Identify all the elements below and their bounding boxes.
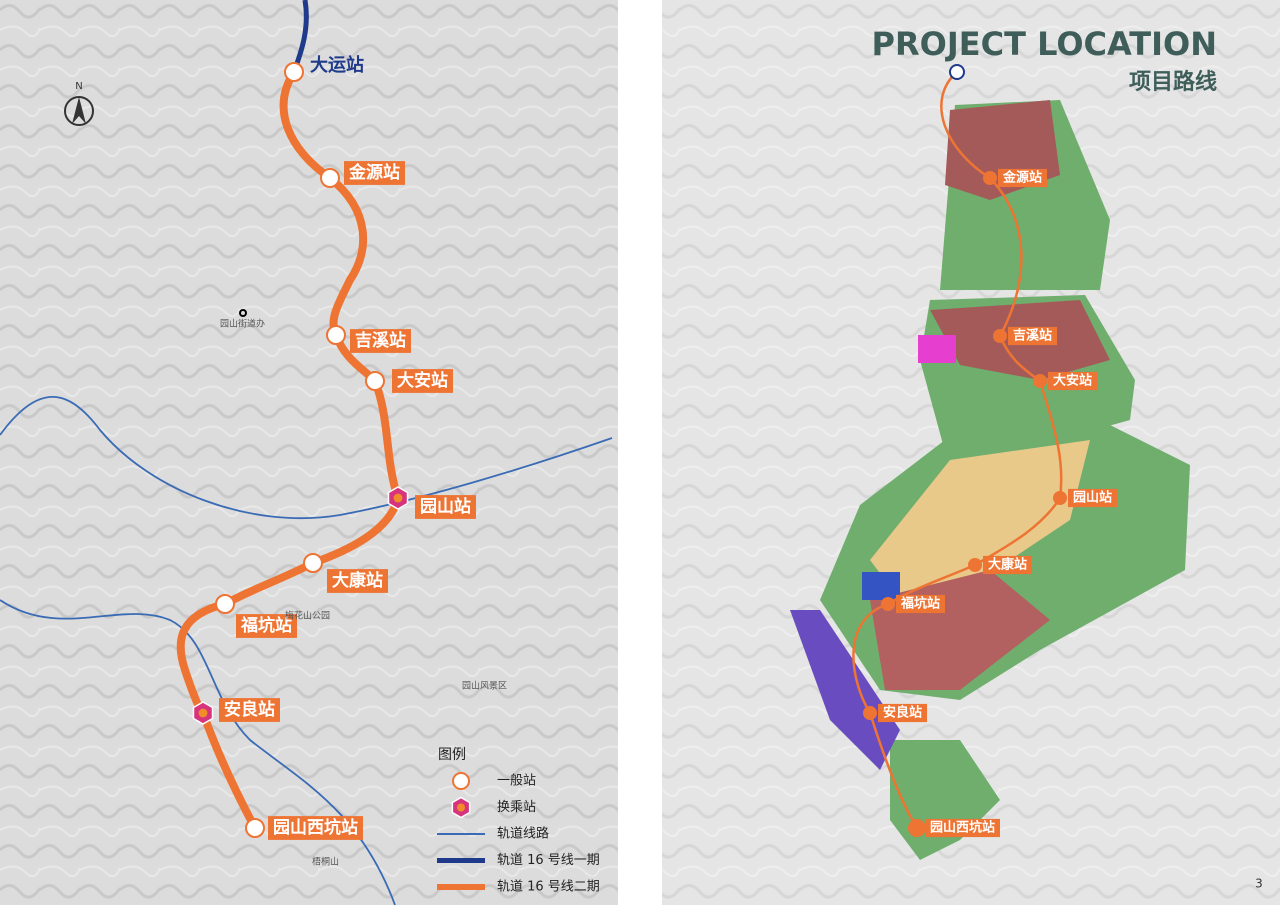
station-label: 大运站 [310, 54, 364, 76]
legend-title: 图例 [438, 747, 466, 763]
station-label: 金源站 [1002, 170, 1042, 186]
legend-label: 轨道线路 [497, 826, 549, 842]
station-label-box [925, 818, 1001, 838]
transfer-core [198, 708, 208, 718]
legend-symbol [452, 772, 470, 790]
place-label: 梅花山公园 [285, 610, 330, 622]
station-label-box [1048, 371, 1098, 391]
station-label: 园山西坑站 [930, 820, 995, 836]
station-label: 大安站 [1053, 373, 1092, 389]
svg-text:N: N [75, 81, 82, 92]
station [326, 325, 346, 345]
left-map-bg [0, 0, 618, 905]
station-label: 吉溪站 [355, 330, 406, 351]
station-label-box [878, 703, 928, 723]
station-label-box [268, 816, 363, 840]
north-arrow: N [64, 81, 94, 126]
station [365, 371, 385, 391]
station-label-box [392, 369, 453, 393]
land-use [862, 572, 900, 600]
place-label: 园山街道办 [220, 318, 265, 330]
transfer-core [393, 493, 403, 503]
station-label-box [415, 495, 476, 519]
station-label: 大康站 [332, 570, 383, 591]
station-label: 大安站 [397, 370, 448, 391]
rail-line [0, 396, 613, 519]
station-label-box [1008, 326, 1058, 346]
station-label: 福坑站 [240, 615, 292, 636]
station-label: 园山西坑站 [273, 817, 358, 838]
station-label-box [350, 329, 411, 353]
station [908, 819, 926, 837]
station [1033, 374, 1047, 388]
station-label: 吉溪站 [1013, 328, 1052, 344]
station [993, 329, 1007, 343]
station-label-box [327, 569, 388, 593]
station [245, 818, 265, 838]
station-label-box [219, 698, 280, 722]
station-label-box [896, 594, 946, 614]
station-label: 安良站 [883, 705, 922, 721]
station-label: 园山站 [420, 496, 471, 517]
panel-title: PROJECT LOCATION [872, 25, 1217, 63]
poi [239, 309, 247, 317]
station-label-box [236, 614, 297, 638]
legend-label: 换乘站 [497, 800, 536, 815]
station [863, 706, 877, 720]
station [968, 558, 982, 572]
station [284, 62, 304, 82]
station-label-box [344, 161, 405, 185]
station [215, 594, 235, 614]
place-label: 园山风景区 [462, 681, 507, 692]
land-use [870, 440, 1090, 600]
station-label-box [998, 168, 1048, 188]
station-label-box [983, 555, 1033, 575]
station-label: 安良站 [224, 699, 275, 720]
terminal [949, 64, 965, 80]
station [983, 171, 997, 185]
station-label: 园山站 [1073, 490, 1112, 506]
panel-subtitle: 项目路线 [1129, 69, 1217, 95]
transfer-core [457, 803, 465, 812]
legend-label: 轨道 16 号线一期 [497, 853, 600, 868]
station-label: 金源站 [348, 162, 400, 183]
station-label: 福坑站 [900, 596, 940, 612]
rail-line [0, 599, 396, 906]
legend-label: 一般站 [497, 773, 536, 789]
station-label: 大康站 [988, 557, 1027, 573]
land-use [918, 335, 956, 363]
station [303, 553, 323, 573]
station [320, 168, 340, 188]
land-use [790, 610, 900, 770]
station [881, 597, 895, 611]
legend-label: 轨道 16 号线二期 [497, 880, 600, 895]
place-label: 梧桐山 [312, 856, 339, 868]
page-number: 3 [1255, 877, 1263, 891]
station [1053, 491, 1067, 505]
station-label-box [1068, 488, 1118, 508]
